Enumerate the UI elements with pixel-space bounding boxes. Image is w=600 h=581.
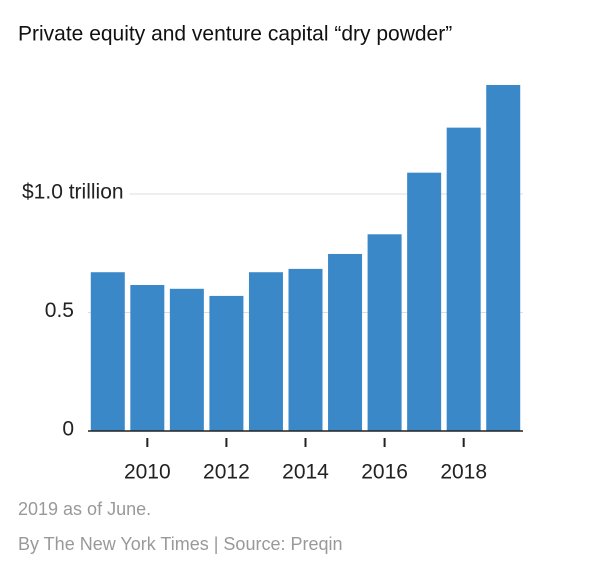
note: 2019 as of June.	[18, 499, 151, 519]
chart-title: Private equity and venture capital “dry …	[18, 23, 452, 46]
bar	[407, 172, 442, 432]
x-tick-label: 2010	[124, 461, 171, 484]
source: By The New York Times | Source: Preqin	[18, 534, 343, 554]
bar	[90, 272, 125, 431]
x-tick-label: 2018	[440, 461, 487, 484]
bar	[209, 295, 244, 431]
y-tick-label: 0	[62, 418, 74, 441]
bar	[130, 285, 165, 431]
y-tick-label: 0.5	[45, 299, 74, 322]
x-tick-label: 2014	[282, 461, 329, 484]
bar	[248, 272, 283, 431]
bar	[328, 253, 363, 431]
bar	[288, 268, 323, 431]
bar	[486, 84, 521, 431]
x-tick-label: 2016	[361, 461, 408, 484]
bar	[446, 127, 481, 431]
bar	[367, 234, 402, 431]
y-tick-label: $1.0 trillion	[22, 181, 124, 204]
bar	[169, 288, 204, 431]
x-tick-label: 2012	[203, 461, 250, 484]
